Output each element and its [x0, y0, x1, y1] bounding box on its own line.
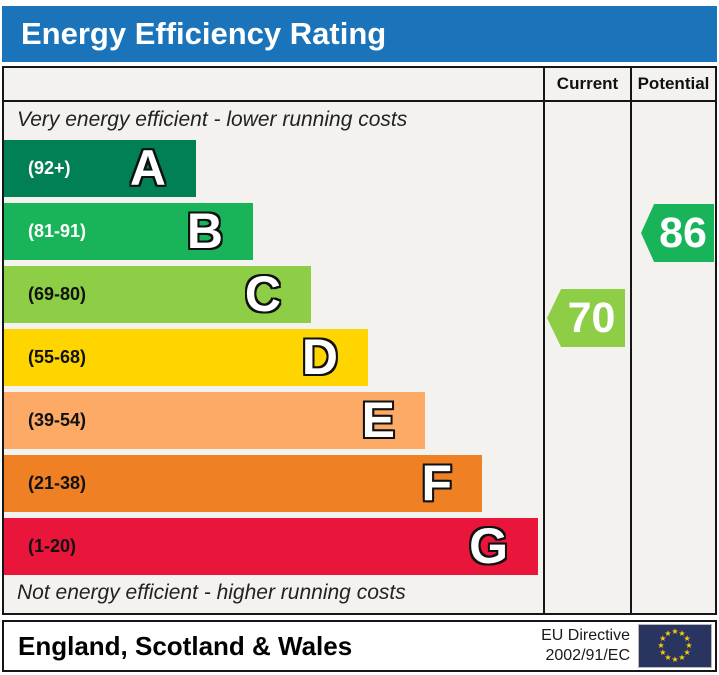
current-rating-badge: 70 [547, 289, 625, 347]
caption-very-efficient: Very energy efficient - lower running co… [17, 108, 408, 131]
eu-flag-star: ★ [659, 648, 667, 657]
band-e-letter: E [361, 392, 395, 448]
band-f: (21-38) F [4, 455, 482, 512]
band-g: (1-20) G [4, 518, 538, 575]
eu-flag-star: ★ [678, 628, 686, 638]
eu-flag-icon: ★ ★ ★ ★ ★ ★ ★ ★ ★ ★ ★ ★ [638, 624, 712, 668]
eu-flag-star: ★ [683, 648, 691, 657]
eu-flag-star: ★ [664, 628, 672, 638]
band-e-range: (39-54) [28, 410, 87, 430]
column-divider-current [543, 68, 545, 613]
band-b-range: (81-91) [28, 221, 87, 241]
column-header-current: Current [556, 74, 619, 93]
eu-directive-line1: EU Directive [541, 627, 630, 644]
header-row-divider [4, 100, 715, 102]
eu-flag-star: ★ [659, 634, 667, 643]
band-a-range: (92+) [28, 158, 71, 178]
eu-flag-star: ★ [664, 653, 672, 663]
rating-table: Current Potential Very energy efficient … [2, 66, 717, 615]
eu-directive-label: EU Directive 2002/91/EC [541, 626, 630, 666]
band-a-letter: A [129, 140, 166, 196]
potential-rating-badge: 86 [641, 204, 714, 262]
band-g-letter: G [469, 518, 508, 574]
band-f-range: (21-38) [28, 473, 87, 493]
current-rating-value: 70 [567, 293, 616, 342]
eu-directive-line2: 2002/91/EC [545, 647, 630, 664]
band-b: (81-91) B [4, 203, 253, 260]
caption-not-efficient: Not energy efficient - higher running co… [17, 581, 406, 604]
band-c-range: (69-80) [28, 284, 87, 304]
band-e: (39-54) E [4, 392, 425, 449]
eu-flag-star: ★ [657, 641, 665, 650]
eu-flag-star: ★ [678, 653, 686, 663]
band-b-letter: B [186, 203, 223, 259]
title-bar: Energy Efficiency Rating [2, 6, 717, 62]
eu-flag-star: ★ [685, 641, 693, 650]
potential-rating-value: 86 [659, 208, 707, 257]
band-d-letter: D [301, 329, 338, 385]
band-f-letter: F [421, 455, 452, 511]
column-header-potential: Potential [637, 74, 710, 93]
footer-bar: England, Scotland & Wales EU Directive 2… [2, 620, 717, 672]
page-title: Energy Efficiency Rating [21, 16, 387, 51]
eu-flag-star: ★ [671, 655, 679, 664]
band-c: (69-80) C [4, 266, 311, 323]
band-c-letter: C [244, 266, 281, 322]
band-d: (55-68) D [4, 329, 368, 386]
band-d-range: (55-68) [28, 347, 87, 367]
band-a: (92+) A [4, 140, 196, 197]
eu-flag-star: ★ [683, 634, 691, 643]
band-g-range: (1-20) [28, 536, 77, 556]
region-label: England, Scotland & Wales [18, 630, 353, 661]
eu-flag-star: ★ [671, 627, 679, 636]
column-divider-potential [630, 68, 632, 613]
